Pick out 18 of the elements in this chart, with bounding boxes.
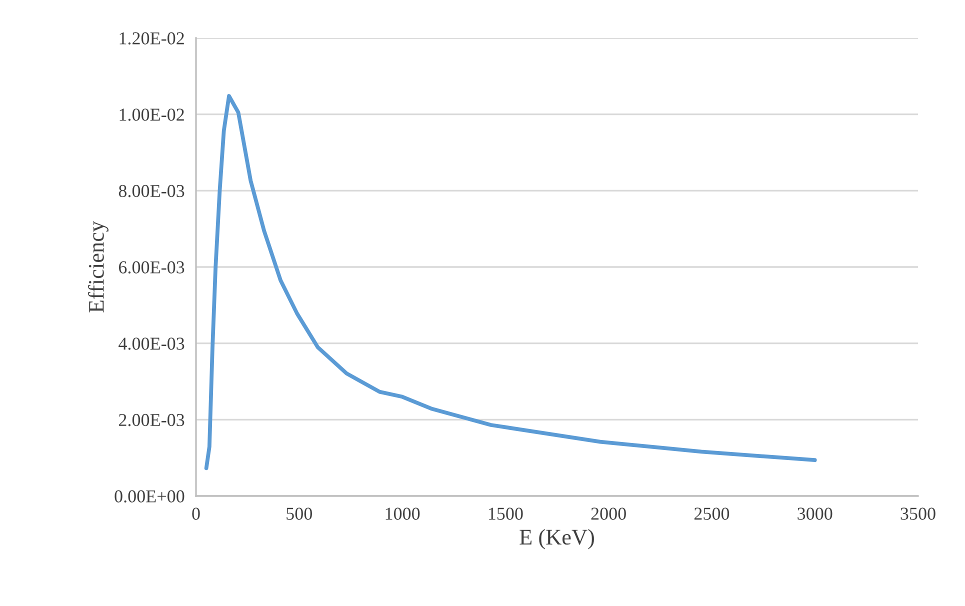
x-tick-label: 2000 [591,508,626,520]
y-tick-label: 2.00E-03 [118,414,184,426]
x-tick-label: 1500 [488,508,523,520]
y-tick-label: 1.20E-02 [120,32,184,45]
x-tick-label: 1000 [386,508,420,520]
x-tick-label: 3500 [900,508,936,520]
line-series [204,94,817,470]
y-tick-label: 4.00E-03 [118,338,184,350]
y-tick-label: 1.00E-02 [120,108,184,121]
x-tick-label: 500 [286,508,312,520]
y-tick-label: 0.00E+00 [114,490,184,503]
x-tick-label: 3000 [798,508,832,520]
y-tick-label: 8.00E-03 [118,184,184,198]
x-tick-label: 0 [192,508,200,520]
x-axis-title: E (KeV) [520,529,594,550]
y-tick-label: 6.00E-03 [118,261,184,274]
y-axis-title: Efficiency [88,221,108,312]
x-tick-label: 2500 [694,508,730,520]
